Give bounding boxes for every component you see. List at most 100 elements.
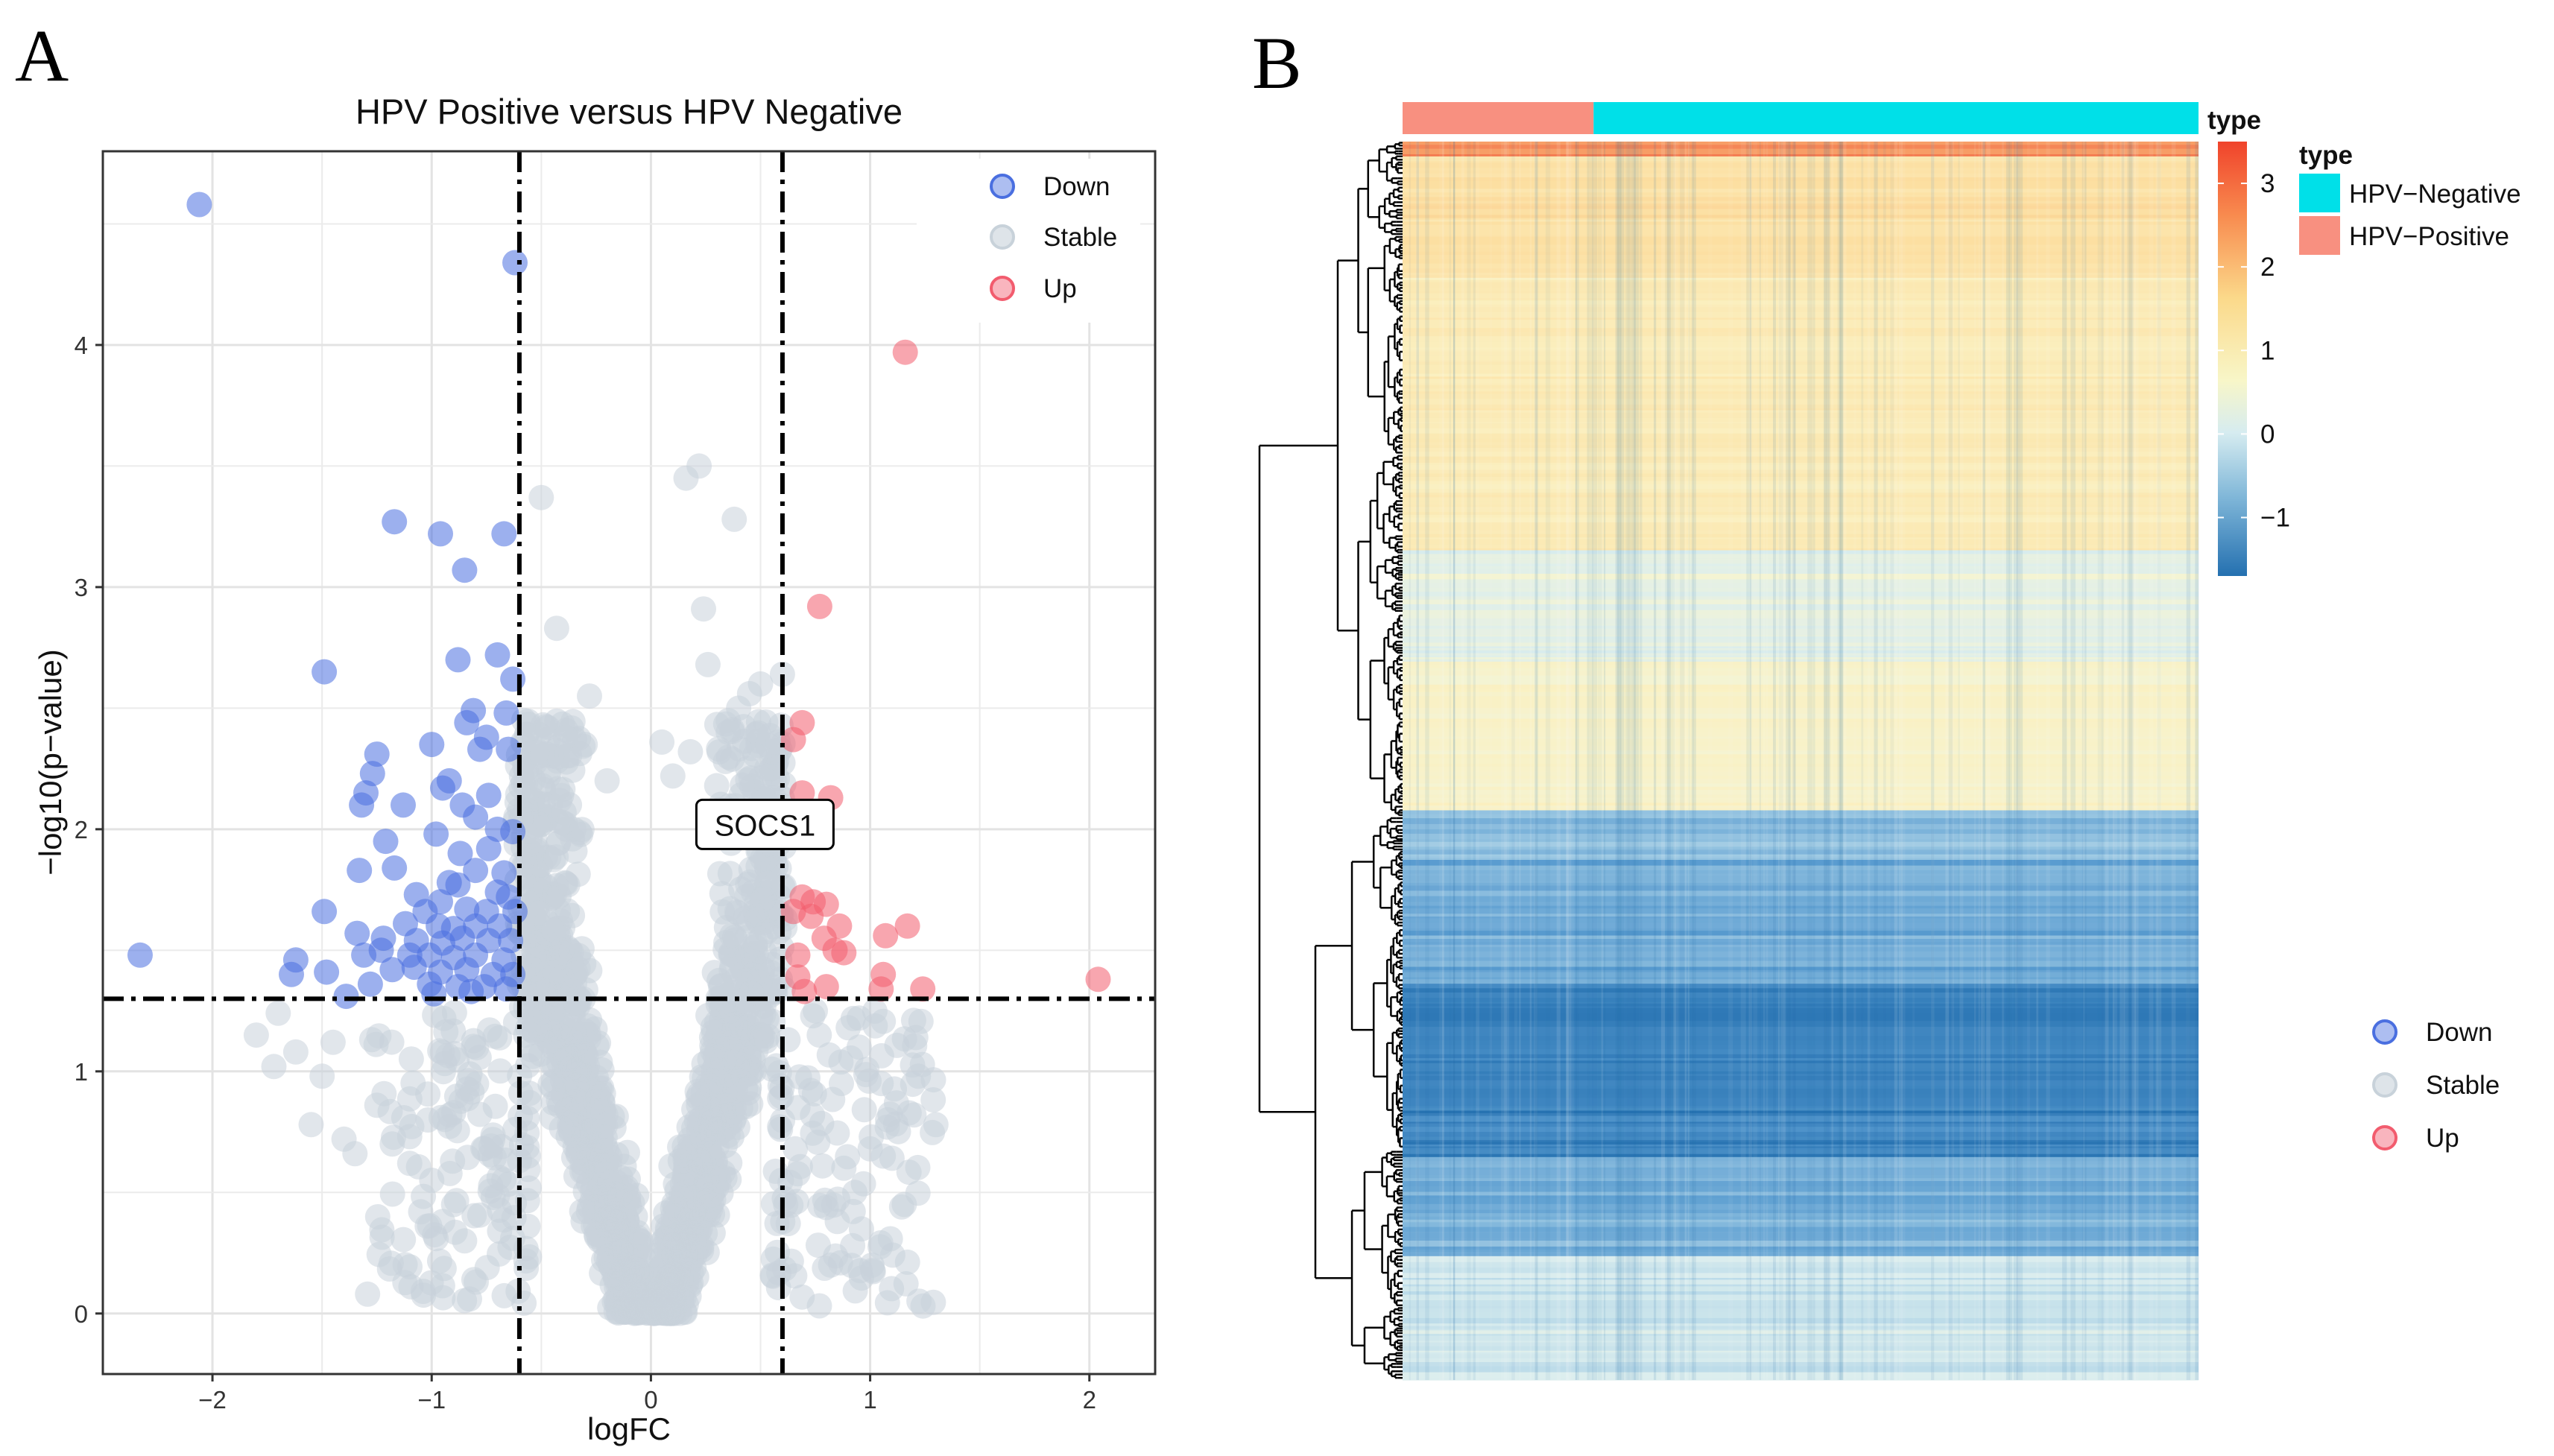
heatmap-row xyxy=(1403,786,2199,791)
heatmap-row xyxy=(1403,484,2199,490)
heatmap-row xyxy=(1403,1267,2199,1273)
stable-point xyxy=(806,1293,832,1319)
stable-point xyxy=(739,980,765,1006)
heatmap-row xyxy=(1403,1342,2199,1347)
heatmap-column xyxy=(1545,142,1551,1380)
heatmap-column xyxy=(1501,142,1505,1380)
stable-point xyxy=(767,1085,793,1111)
heatmap-row xyxy=(1403,1256,2199,1263)
stable-point xyxy=(659,1267,685,1293)
heatmap-row xyxy=(1403,750,2199,753)
volcano-title: HPV Positive versus HPV Negative xyxy=(355,92,903,131)
up-point xyxy=(892,339,918,365)
colorbar-tick-label: 0 xyxy=(2260,420,2275,449)
colorbar-ticks: 3 2 1 0 −1 xyxy=(2218,169,2290,533)
stable-point xyxy=(591,1247,616,1273)
stable-point xyxy=(560,1018,587,1044)
heatmap-row xyxy=(1403,534,2199,538)
heatmap-column xyxy=(1831,142,1834,1380)
stable-point xyxy=(735,943,761,969)
heatmap-column xyxy=(2112,142,2117,1380)
heatmap-row xyxy=(1403,771,2199,776)
heatmap-column xyxy=(2008,142,2012,1380)
heatmap-row xyxy=(1403,177,2199,182)
heatmap-row xyxy=(1403,858,2199,861)
heatmap-row xyxy=(1403,1372,2199,1379)
heatmap-row xyxy=(1403,684,2199,689)
stable-point xyxy=(514,1134,540,1160)
stable-point xyxy=(519,948,546,974)
up-point xyxy=(798,903,824,929)
heatmap-column xyxy=(1782,142,1786,1380)
heatmap-row xyxy=(1403,495,2199,498)
x-tick-label: −1 xyxy=(417,1386,446,1414)
stable-point xyxy=(430,1209,455,1235)
stable-point xyxy=(809,1110,835,1136)
heatmap-column xyxy=(1746,142,1751,1380)
heatmap-row xyxy=(1403,332,2199,337)
heatmap-column xyxy=(1753,142,1757,1380)
heatmap-row xyxy=(1403,865,2199,871)
heatmap-row xyxy=(1403,1262,2199,1265)
stable-point xyxy=(408,1199,434,1225)
down-point xyxy=(312,659,338,685)
heatmap-column xyxy=(1692,142,1696,1380)
heatmap-row xyxy=(1403,291,2199,294)
stable-point xyxy=(673,1173,699,1199)
heatmap-row xyxy=(1403,1264,2199,1268)
heatmap-column xyxy=(1673,142,1676,1380)
stable-point xyxy=(487,1241,512,1267)
heatmap-row xyxy=(1403,1060,2199,1064)
stable-point xyxy=(686,453,712,479)
stable-point xyxy=(452,1288,478,1314)
heatmap-row xyxy=(1403,1007,2199,1014)
heatmap-column xyxy=(1505,142,1508,1380)
heatmap-row xyxy=(1403,1216,2199,1221)
stable-point xyxy=(466,1045,492,1071)
heatmap-row xyxy=(1403,675,2199,680)
heatmap-row xyxy=(1403,1317,2199,1324)
heatmap-row xyxy=(1403,829,2199,835)
volcano-legend: Down Stable Up xyxy=(917,159,1140,323)
heatmap-row xyxy=(1403,219,2199,222)
stable-point xyxy=(572,732,598,758)
heatmap-row xyxy=(1403,452,2199,458)
heatmap-row xyxy=(1403,970,2199,973)
heatmap-row xyxy=(1403,1232,2199,1238)
volcano-legend-bg xyxy=(917,159,1140,323)
heatmap-row xyxy=(1403,618,2199,625)
heatmap-row xyxy=(1403,1144,2199,1148)
heatmap-row xyxy=(1403,1209,2199,1214)
heatmap-row xyxy=(1403,1054,2199,1059)
heatmap-row xyxy=(1403,721,2199,729)
heatmap-row xyxy=(1403,145,2199,150)
heatmap-row xyxy=(1403,1080,2199,1086)
stable-point xyxy=(612,1237,638,1262)
down-point xyxy=(467,736,493,762)
heatmap-column xyxy=(2020,142,2023,1380)
annotation-hpv-positive xyxy=(1403,102,1594,134)
heatmap-column xyxy=(1780,142,1782,1380)
stable-point xyxy=(842,1180,867,1206)
heatmap-row xyxy=(1403,657,2199,660)
heatmap-row xyxy=(1403,209,2199,214)
heatmap-row xyxy=(1403,560,2199,564)
heatmap-column xyxy=(1874,142,1878,1380)
heatmap-row xyxy=(1403,476,2199,482)
heatmap-row xyxy=(1403,665,2199,669)
heatmap-row xyxy=(1403,960,2199,967)
heatmap-row xyxy=(1403,192,2199,196)
heatmap-row xyxy=(1403,776,2199,779)
heatmap-row xyxy=(1403,433,2199,440)
heatmap-row xyxy=(1403,154,2199,157)
heatmap-row xyxy=(1403,1203,2199,1211)
heatmap-row xyxy=(1403,1252,2199,1257)
down-point xyxy=(359,761,385,787)
heatmap-row xyxy=(1403,501,2199,506)
heatmap-row xyxy=(1403,1135,2199,1138)
heatmap-row xyxy=(1403,364,2199,370)
heatmap-column xyxy=(2155,142,2159,1380)
down-point xyxy=(496,736,522,762)
heatmap-column xyxy=(2127,142,2133,1380)
heatmap-row xyxy=(1403,497,2199,501)
